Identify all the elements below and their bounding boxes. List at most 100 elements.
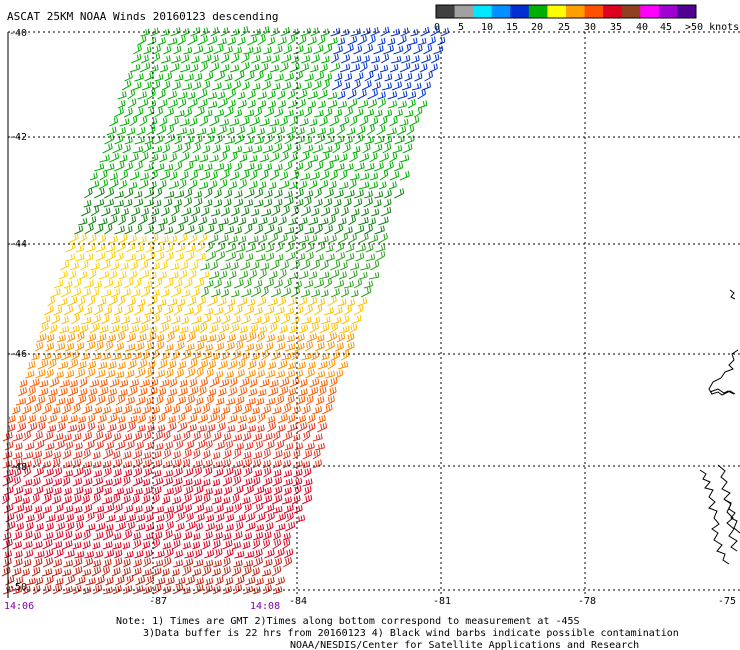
wind-barb [304,73,314,82]
wind-barb [417,89,426,100]
wind-barb [244,71,255,82]
wind-barb [355,244,366,253]
wind-barb [92,541,101,550]
wind-barb [42,557,54,568]
wind-barb [369,64,379,73]
wind-barb [103,504,115,514]
wind-barb [295,369,304,379]
wind-barb [212,478,221,487]
lat-label: -48 [9,462,27,473]
wind-barb [294,306,304,316]
wind-barb [284,226,295,235]
wind-barb [117,361,126,370]
wind-barb [402,143,413,154]
wind-barb [192,431,201,442]
wind-barb [280,205,290,217]
wind-barb [63,280,73,289]
wind-barb [98,179,109,190]
wind-barb [205,368,214,379]
wind-barb [377,37,386,46]
wind-barb [184,161,194,172]
wind-barb [291,55,299,64]
wind-barb [54,548,64,559]
wind-barb [387,37,396,46]
wind-barb [334,163,345,172]
wind-barb [274,306,285,316]
wind-barb [176,127,187,136]
wind-barb [351,315,362,325]
wind-barb [329,170,338,181]
wind-barb [299,324,309,334]
wind-barb [127,422,136,433]
wind-barb [259,170,269,181]
wind-barb [154,188,163,199]
wind-barb [162,530,173,541]
wind-barb [264,224,275,235]
wind-barb [103,306,113,316]
wind-barb [24,442,35,451]
wind-barb [119,118,130,127]
wind-barb [177,413,186,424]
wind-barb [62,530,73,541]
wind-barb [245,576,256,586]
note-line-2: 3)Data buffer is 22 hrs from 20160123 4)… [143,628,679,639]
wind-barb [45,522,54,532]
wind-barb [316,127,326,136]
wind-barb [195,397,204,406]
wind-barb [174,440,184,451]
wind-barb [191,568,202,577]
wind-barb [133,44,142,55]
wind-barb [236,126,245,136]
wind-barb [229,377,238,388]
wind-barb [225,577,234,586]
wind-barb [274,134,283,145]
wind-barb [248,269,257,280]
wind-barb [252,458,262,469]
wind-barb [294,109,304,118]
wind-barb [149,378,159,388]
wind-barb [164,226,174,235]
wind-barb [233,279,244,289]
wind-barb [302,431,311,442]
wind-barb [155,514,165,523]
wind-barb [164,163,174,172]
wind-barb [244,136,254,145]
wind-barb [65,513,75,523]
wind-barb [215,513,225,523]
wind-barb [413,44,423,55]
wind-barb [281,81,292,91]
wind-barb [75,253,85,262]
wind-barb [167,37,178,46]
wind-barb [192,449,201,460]
wind-barb [354,225,365,235]
wind-barb [13,468,22,478]
wind-barb [185,512,194,523]
wind-barb [172,144,183,154]
wind-barb [313,44,324,55]
wind-barb [62,540,73,550]
wind-barb [274,226,283,235]
wind-barb [111,352,122,361]
wind-barb [327,386,337,397]
wind-barb [278,269,287,280]
wind-barb [122,541,131,550]
wind-barb [61,316,69,325]
wind-barb [98,270,110,280]
wind-barb [103,467,112,478]
wind-barb [237,297,248,307]
wind-barb [32,540,43,550]
wind-barb [311,54,320,64]
wind-barb [90,206,100,217]
wind-barb [95,341,104,352]
wind-barb [232,476,242,487]
wind-barb [384,161,394,172]
wind-barb [172,584,184,595]
wind-barb [329,116,340,127]
wind-barb [346,332,355,343]
wind-barb [154,73,164,82]
wind-barb [169,171,178,181]
wind-barb [343,44,354,55]
wind-barb [62,449,72,460]
wind-barb [376,125,386,136]
wind-barb [262,405,272,415]
